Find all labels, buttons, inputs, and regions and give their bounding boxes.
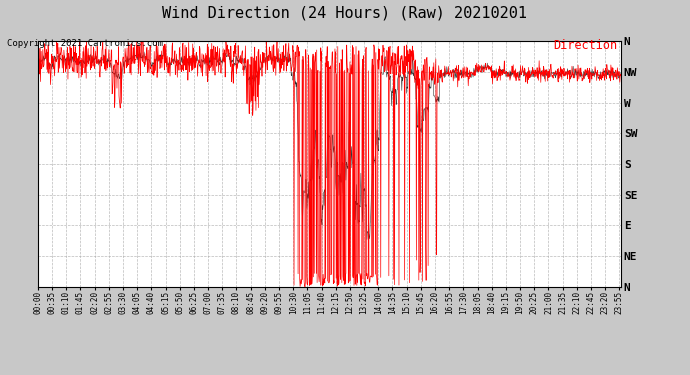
- Text: Copyright 2021 Cartronics.com: Copyright 2021 Cartronics.com: [7, 39, 163, 48]
- Text: Direction: Direction: [553, 39, 618, 53]
- Text: Wind Direction (24 Hours) (Raw) 20210201: Wind Direction (24 Hours) (Raw) 20210201: [163, 6, 527, 21]
